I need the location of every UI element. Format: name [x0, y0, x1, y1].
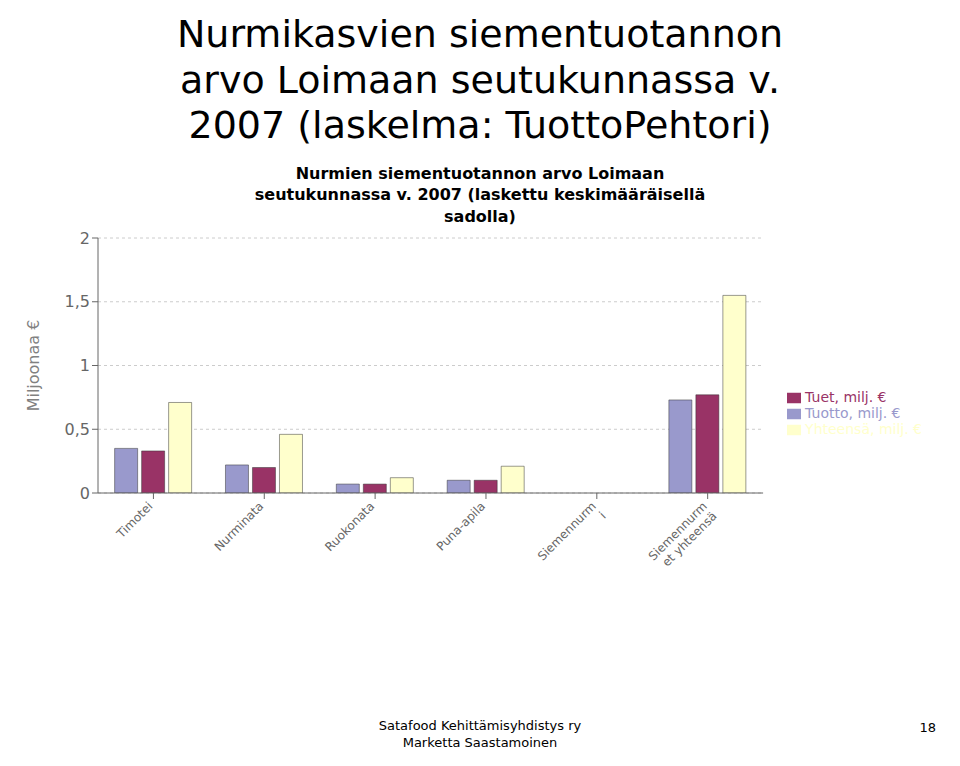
html-text:Marketta Saastamoinen: Marketta Saastamoinen: [402, 735, 558, 751]
svg-text:0: 0: [80, 483, 90, 502]
svg-text:Nurminata: Nurminata: [212, 499, 267, 554]
html-text:18: 18: [919, 720, 936, 735]
html-text:Tuet, milj. €: Tuet, milj. €: [805, 388, 887, 405]
html-text:Tuotto, milj. €: Tuotto, milj. €: [805, 404, 901, 421]
svg-text:Puna-apila: Puna-apila: [434, 499, 488, 553]
svg-text:Timotei: Timotei: [113, 499, 155, 541]
svg-text:Siemennurmi: Siemennurmi: [535, 499, 609, 573]
svg-text:Ruokonata: Ruokonata: [322, 499, 377, 554]
html-text:Nurmien siementuotannon arvo L: Nurmien siementuotannon arvo Loimaan seu…: [254, 163, 706, 226]
svg-text:Siemennurmet yhteensä: Siemennurmet yhteensä: [646, 499, 720, 573]
svg-text:Miljoonaa €: Miljoonaa €: [24, 319, 43, 411]
svg-text:1,5: 1,5: [65, 292, 90, 311]
html-text:Yhteensä, milj. €: Yhteensä, milj. €: [805, 420, 922, 437]
svg-text:0,5: 0,5: [65, 419, 90, 438]
html-text:Satafood Kehittämisyhdistys ry: Satafood Kehittämisyhdistys ry: [378, 718, 582, 734]
svg-text:2: 2: [80, 228, 90, 247]
html-text:Nurmikasvien siementuotannon a: Nurmikasvien siementuotannon arvo Loimaa…: [176, 12, 784, 148]
svg-text:1: 1: [80, 356, 90, 375]
